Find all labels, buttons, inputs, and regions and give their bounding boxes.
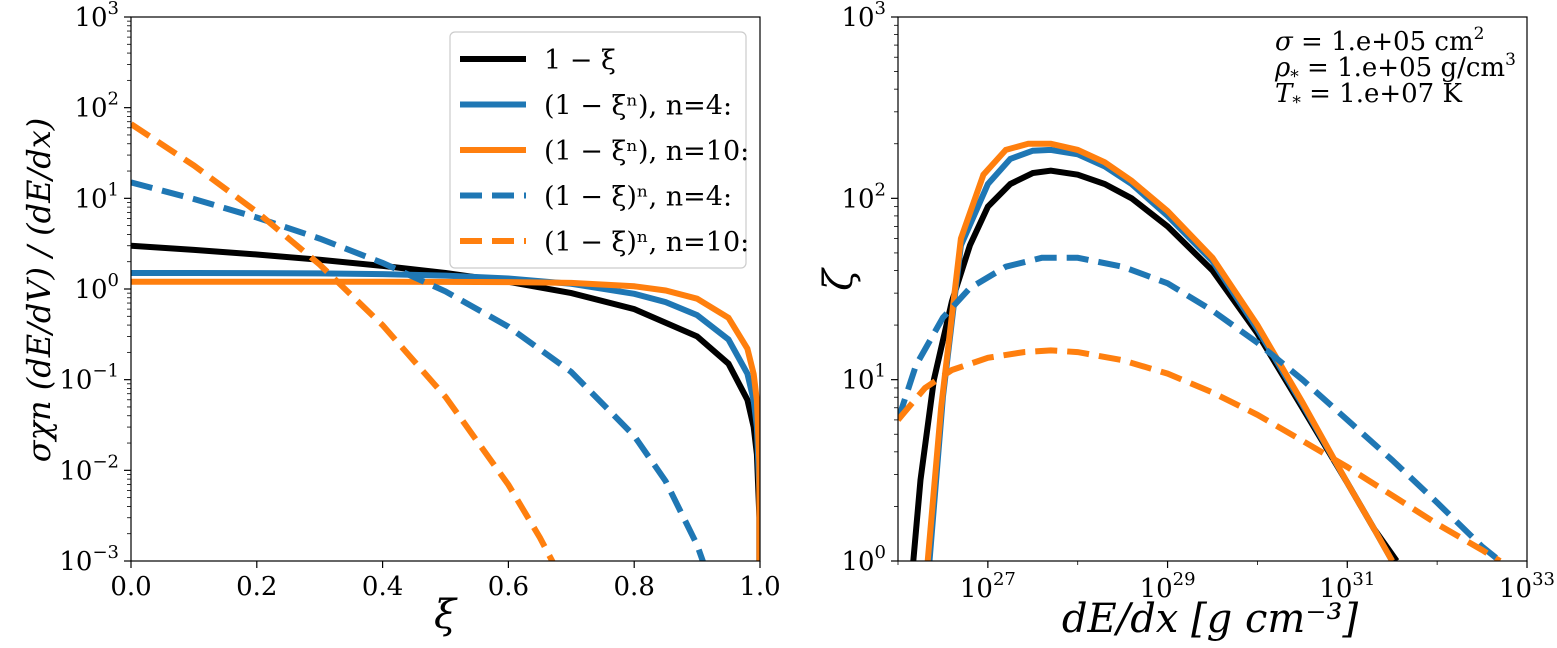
right-y-tick-label-base: 10 — [841, 3, 874, 33]
left-y-axis-label: σχn (dE/dV) / (dE/dx) — [20, 118, 58, 462]
left-chart-panel: 0.0 0.2 0.4 0.6 0.8 1.010−310−210−11001011021… — [20, 0, 781, 638]
annotation-subscript: * — [1290, 67, 1299, 87]
left-y-tick-label: 103 — [74, 0, 119, 33]
right-series-line-4 — [898, 347, 1502, 561]
legend-label-3: (1 − ξ)ⁿ, n=4: — [544, 182, 732, 213]
annotation-value: = 1.e+05 cm — [1293, 27, 1474, 57]
left-series-line-2 — [131, 278, 760, 561]
left-y-tick-label-exponent: 3 — [108, 0, 119, 19]
left-x-tick-label: 0.4 — [362, 572, 403, 602]
left-y-tick-label-exponent: −2 — [92, 451, 119, 472]
left-series-line-4 — [131, 121, 556, 561]
right-y-tick-label: 101 — [841, 361, 886, 396]
legend-label-1: (1 − ξⁿ), n=4: — [544, 91, 732, 122]
left-x-tick-label: 0.8 — [614, 572, 655, 602]
left-y-tick-label-base: 10 — [59, 456, 92, 486]
left-y-tick-label: 100 — [74, 270, 119, 305]
annotation-line-0: σ = 1.e+05 cm2 — [1275, 24, 1484, 57]
right-series-line-2 — [924, 140, 1395, 561]
right-y-tick-label-exponent: 3 — [875, 0, 886, 19]
left-y-tick-label-base: 10 — [74, 94, 107, 124]
annotation-symbol: ρ — [1274, 53, 1291, 83]
annotation-superscript: 2 — [1474, 24, 1485, 44]
left-x-tick-label: 0.6 — [488, 572, 529, 602]
annotation-superscript: 3 — [1505, 50, 1516, 70]
right-y-tick-label-base: 10 — [841, 184, 874, 214]
left-y-tick-label-exponent: 1 — [108, 179, 119, 200]
right-x-tick-label: 1029 — [1140, 569, 1196, 604]
left-y-tick-label-base: 10 — [74, 184, 107, 214]
right-x-tick-label-base: 10 — [1319, 574, 1352, 604]
legend-label-4: (1 − ξ)ⁿ, n=10: — [544, 227, 749, 258]
right-y-tick-label-base: 10 — [841, 366, 874, 396]
left-y-tick-label: 101 — [74, 179, 119, 214]
left-y-tick-label: 102 — [74, 89, 119, 124]
left-y-tick-label-base: 10 — [74, 3, 107, 33]
annotation-line-1: ρ* = 1.e+05 g/cm3 — [1274, 50, 1516, 87]
left-series-line-1 — [131, 270, 760, 561]
right-y-axis-label: ζ — [816, 267, 862, 291]
left-y-tick-label: 10−2 — [59, 451, 119, 486]
left-y-tick-label-base: 10 — [59, 366, 92, 396]
right-y-tick-label: 100 — [841, 542, 886, 577]
right-x-tick-label-exponent: 29 — [1173, 569, 1196, 590]
left-series-lines — [131, 121, 760, 561]
right-x-tick-label-exponent: 31 — [1352, 569, 1375, 590]
right-x-tick-label-base: 10 — [1499, 574, 1532, 604]
right-series-line-0 — [910, 167, 1400, 561]
left-series-line-3 — [131, 179, 706, 561]
left-tick-group: 0.0 0.2 0.4 0.6 0.8 1.010−310−210−11001011021… — [59, 0, 780, 602]
right-y-tick-label-exponent: 0 — [875, 542, 886, 563]
right-y-tick-label-exponent: 1 — [875, 361, 886, 382]
left-x-tick-label: 1.0 — [739, 572, 780, 602]
right-y-tick-label-base: 10 — [841, 547, 874, 577]
annotation-subscript: * — [1292, 93, 1301, 113]
right-y-tick-label: 102 — [841, 179, 886, 214]
annotation-value: = 1.e+05 g/cm — [1299, 53, 1505, 83]
right-x-tick-label: 1033 — [1499, 569, 1555, 604]
annotation-symbol: T — [1275, 79, 1294, 109]
left-y-tick-label: 10−3 — [59, 542, 119, 577]
left-y-tick-label: 10−1 — [59, 361, 119, 396]
left-y-tick-label-exponent: −1 — [92, 361, 119, 382]
annotation-value: = 1.e+07 K — [1301, 79, 1463, 109]
right-x-tick-label-base: 10 — [1140, 574, 1173, 604]
left-y-tick-label-exponent: 2 — [108, 89, 119, 110]
left-y-tick-label-base: 10 — [59, 547, 92, 577]
right-x-tick-label: 1027 — [960, 569, 1016, 604]
right-plot-frame — [897, 16, 1528, 562]
left-y-axis-label-text: σχn (dE/dV) / (dE/dx) — [20, 118, 58, 462]
legend-label-2: (1 − ξⁿ), n=10: — [544, 136, 749, 167]
left-x-axis-label: ξ — [434, 592, 458, 638]
legend-label-0: 1 − ξ — [544, 45, 616, 76]
legend: 1 − ξ (1 − ξⁿ), n=4: (1 − ξⁿ), n=10: (1 − ξ… — [449, 31, 749, 269]
right-series-line-1 — [926, 146, 1395, 561]
left-x-tick-label: 0.2 — [236, 572, 277, 602]
right-x-axis-label: dE/dx [g cm⁻³] — [1062, 596, 1359, 642]
annotation-symbol: σ — [1275, 27, 1294, 57]
right-series-lines — [898, 140, 1502, 561]
left-plot-frame — [130, 16, 761, 562]
right-x-tick-label-exponent: 27 — [993, 569, 1016, 590]
right-y-tick-label: 103 — [841, 0, 886, 33]
right-y-axis-label-text: ζ — [816, 267, 862, 291]
right-series-line-3 — [898, 254, 1502, 561]
right-y-tick-label-exponent: 2 — [875, 179, 886, 200]
left-y-tick-label-base: 10 — [74, 275, 107, 305]
right-x-tick-label-base: 10 — [960, 574, 993, 604]
right-x-tick-label: 1031 — [1319, 569, 1375, 604]
legend-box — [449, 31, 747, 269]
left-x-tick-label: 0.0 — [110, 572, 151, 602]
right-x-tick-label-exponent: 33 — [1532, 569, 1555, 590]
annotation-line-2: T* = 1.e+07 K — [1275, 79, 1462, 113]
left-y-tick-label-exponent: 0 — [108, 270, 119, 291]
left-y-tick-label-exponent: −3 — [92, 542, 119, 563]
